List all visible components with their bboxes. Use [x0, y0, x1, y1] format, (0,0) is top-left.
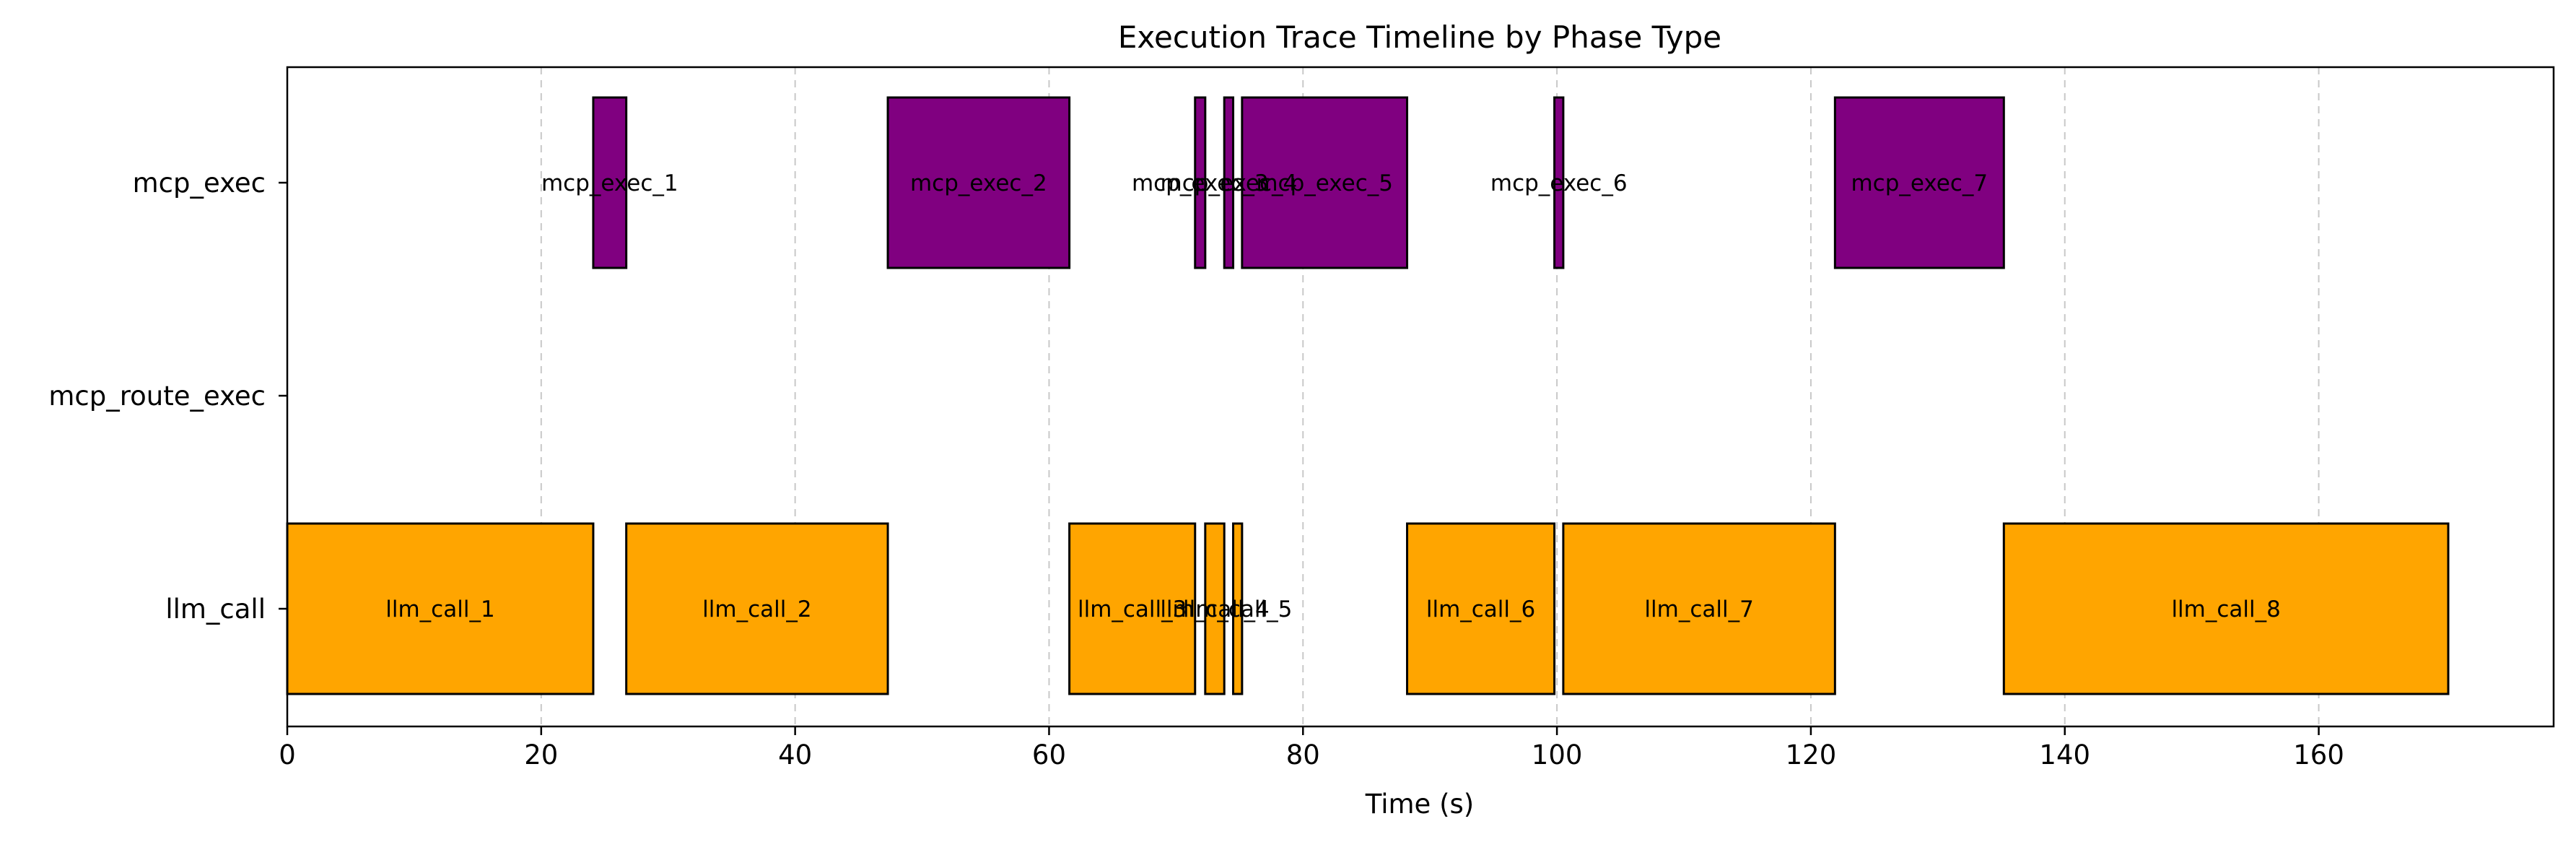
bar-mcp_exec_4: [1223, 96, 1235, 269]
x-axis-ticks: 0 20 40 60 80 100 120 140 160: [279, 726, 2344, 771]
bar-llm_call_5: [1232, 522, 1244, 695]
bar-llm_call_2: [625, 522, 889, 695]
x-axis-label: Time (s): [1365, 789, 1474, 820]
bar-label-llm_call_7: llm_call_7: [1644, 596, 1753, 622]
bar-mcp_exec_7: [1833, 96, 2005, 269]
y-tick-label-mcp_route_exec: mcp_route_exec: [48, 381, 266, 412]
x-tick-label: 80: [1286, 739, 1320, 771]
bar-mcp_exec_6: [1553, 96, 1565, 269]
bar-label-llm_call_6: llm_call_6: [1426, 596, 1535, 622]
bar-llm_call_3: [1068, 522, 1197, 695]
bar-label-mcp_exec_4: mcp_exec_4: [1161, 170, 1298, 196]
bar-label-llm_call_2: llm_call_2: [702, 596, 811, 622]
y-tick-label-mcp_exec: mcp_exec: [133, 168, 266, 199]
bar-label-mcp_exec_1: mcp_exec_1: [541, 170, 678, 196]
bar-llm_call_7: [1562, 522, 1836, 695]
bar-label-mcp_exec_3: mcp_exec_3: [1132, 170, 1269, 196]
x-tick-label: 100: [1532, 739, 1583, 771]
bar-label-llm_call_8: llm_call_8: [2171, 596, 2280, 622]
x-tick-label: 120: [1786, 739, 1837, 771]
bar-llm_call_1: [286, 522, 595, 695]
x-tick-label: 160: [2293, 739, 2344, 771]
x-tick-label: 140: [2039, 739, 2090, 771]
plot-area-frame: [286, 66, 2555, 728]
bar-label-llm_call_5: llm_call_5: [1183, 596, 1292, 622]
y-axis-ticks: mcp_exec mcp_route_exec llm_call: [48, 168, 287, 625]
bar-label-mcp_exec_5: mcp_exec_5: [1256, 170, 1393, 196]
x-tick-label: 60: [1032, 739, 1066, 771]
bar-mcp_exec_3: [1194, 96, 1207, 269]
bar-llm_call_6: [1406, 522, 1556, 695]
bar-label-llm_call_1: llm_call_1: [385, 596, 494, 622]
y-tick-label-llm_call: llm_call: [165, 594, 266, 625]
x-tick-label: 0: [279, 739, 296, 771]
x-tick-label: 40: [778, 739, 812, 771]
bar-mcp_exec_5: [1241, 96, 1409, 269]
bar-label-llm_call_3: llm_call_3: [1078, 596, 1187, 622]
bar-label-mcp_exec_2: mcp_exec_2: [910, 170, 1047, 196]
bar-llm_call_4: [1204, 522, 1226, 695]
bar-label-mcp_exec_7: mcp_exec_7: [1851, 170, 1988, 196]
bars-group: mcp_exec_1 mcp_exec_2 mcp_exec_3mcp_exec_4…: [286, 96, 2450, 695]
bar-llm_call_8: [2002, 522, 2450, 695]
x-tick-label: 20: [524, 739, 558, 771]
bar-mcp_exec_1: [592, 96, 628, 269]
bar-mcp_exec_2: [886, 96, 1071, 269]
bar-label-llm_call_4: llm_call_4: [1160, 596, 1269, 622]
bar-label-mcp_exec_6: mcp_exec_6: [1490, 170, 1628, 196]
chart-title: Execution Trace Timeline by Phase Type: [1118, 19, 1721, 55]
